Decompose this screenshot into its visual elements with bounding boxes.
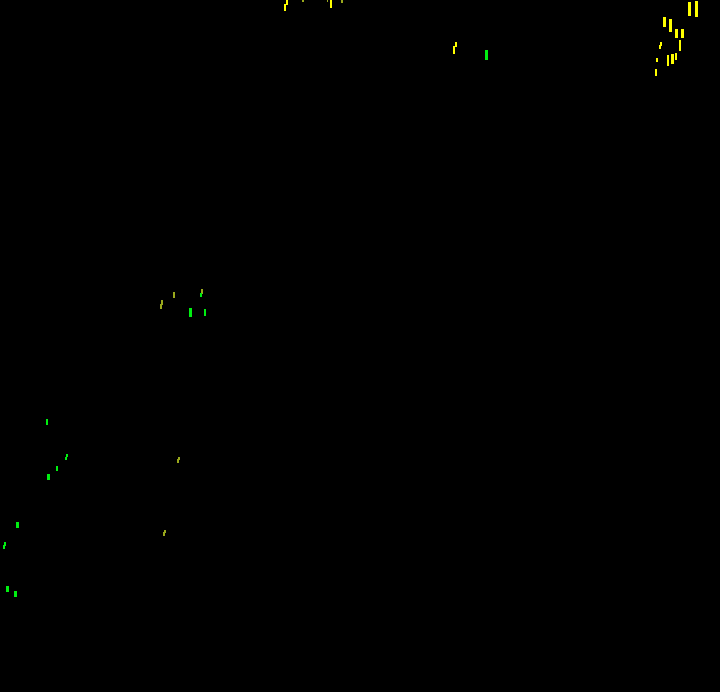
firework-spark-bl-green-4	[47, 474, 50, 480]
firework-spark-bl-green-5	[16, 522, 19, 528]
firework-spark-dim-spark-2	[164, 530, 166, 533]
firework-spark-tr-burst-1	[688, 2, 691, 16]
firework-spark-ml-burst-olive-3	[201, 289, 203, 294]
firework-spark-ml-burst-green-1	[200, 293, 202, 297]
firework-spark-mid-top-spark-yellow	[455, 42, 457, 47]
firework-spark-dim-spark-1	[177, 459, 179, 463]
firework-spark-top-edge-spark-1	[284, 4, 286, 11]
firework-spark-top-edge-spark-5	[341, 0, 343, 3]
firework-spark-tr-burst-13	[655, 69, 657, 76]
firework-spark-tr-burst-6	[681, 29, 684, 38]
firework-spark-mid-top-spark-green	[485, 50, 488, 60]
firework-spark-tr-burst-4	[669, 19, 672, 32]
firework-spark-tr-burst-5	[675, 29, 678, 38]
firework-spark-tr-burst-12	[656, 58, 658, 62]
firework-spark-tr-burst-8	[660, 42, 662, 46]
firework-spark-ml-burst-green-3	[204, 309, 206, 316]
firework-spark-top-edge-spark-1	[286, 0, 288, 5]
firework-spark-bl-green-2	[66, 454, 68, 457]
firework-spark-ml-burst-olive-1	[160, 304, 162, 309]
firework-spark-top-edge-spark-2	[302, 0, 304, 2]
firework-spark-top-edge-spark-3	[327, 0, 328, 2]
firework-spark-dim-spark-2	[163, 532, 165, 536]
firework-spark-tr-burst-8	[659, 45, 661, 49]
firework-spark-tr-burst-7	[679, 40, 681, 51]
firework-spark-tr-burst-2	[695, 1, 698, 17]
firework-spark-top-edge-spark-4	[330, 0, 332, 8]
firework-spark-tr-burst-3	[663, 17, 666, 27]
firework-spark-bl-green-6	[3, 545, 5, 549]
firework-spark-tr-burst-11	[675, 53, 677, 60]
firework-spark-bl-green-2	[65, 457, 67, 460]
firework-spark-tr-burst-9	[667, 55, 669, 66]
firework-spark-mid-top-spark-yellow	[453, 46, 455, 54]
firework-spark-bl-green-7	[6, 586, 9, 592]
firework-spark-dim-spark-1	[178, 457, 180, 460]
firework-spark-bl-green-1	[46, 419, 48, 425]
firework-spark-ml-burst-olive-1	[161, 300, 163, 305]
firework-spark-bl-green-8	[14, 591, 17, 597]
firework-spark-ml-burst-olive-2	[173, 292, 175, 298]
firework-spark-tr-burst-10	[671, 54, 674, 64]
firework-spark-ml-burst-green-2	[189, 308, 192, 317]
firework-spark-bl-green-6	[4, 542, 6, 546]
firework-spark-bl-green-3	[56, 466, 58, 471]
